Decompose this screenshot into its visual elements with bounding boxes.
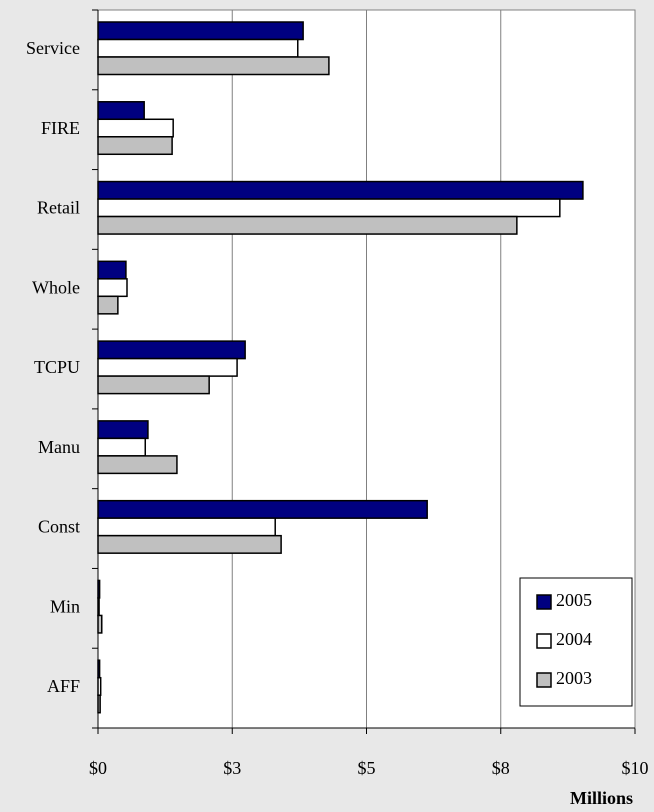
bar [97,198,561,218]
x-tick-label: $0 [89,758,107,778]
bar [97,215,518,235]
legend-swatch [536,672,552,688]
x-tick-label: $10 [622,758,649,778]
bar [97,375,210,395]
bar [97,101,145,121]
bar [97,499,428,519]
y-tick-label: Retail [37,198,80,218]
bar [97,278,128,298]
y-tick-label: AFF [47,676,80,696]
x-tick-label: $3 [223,758,241,778]
legend-label: 2004 [556,629,592,649]
bar [97,455,178,475]
bar [97,180,584,200]
x-tick-label: $5 [358,758,376,778]
bar [97,38,299,58]
y-tick-label: Const [38,517,80,537]
bar [97,136,173,156]
y-tick-label: Service [26,38,80,58]
legend-swatch [536,633,552,649]
legend-label: 2003 [556,668,592,688]
bar [97,517,276,537]
bar [97,56,330,76]
bar [97,420,149,440]
y-tick-label: Whole [32,277,80,297]
bar [97,118,174,138]
legend-label: 2005 [556,590,592,610]
x-tick-label: $8 [492,758,510,778]
bar [97,614,103,634]
bar [97,260,127,280]
bar [97,534,282,554]
bar [97,340,246,360]
bar [97,357,238,377]
y-tick-label: TCPU [34,357,80,377]
y-tick-label: FIRE [41,118,80,138]
y-tick-label: Manu [38,437,80,457]
bar [97,437,147,457]
x-axis-title: Millions [570,788,633,808]
legend-swatch [536,594,552,610]
bar [97,21,304,41]
bar [97,295,119,315]
y-tick-label: Min [50,596,80,616]
